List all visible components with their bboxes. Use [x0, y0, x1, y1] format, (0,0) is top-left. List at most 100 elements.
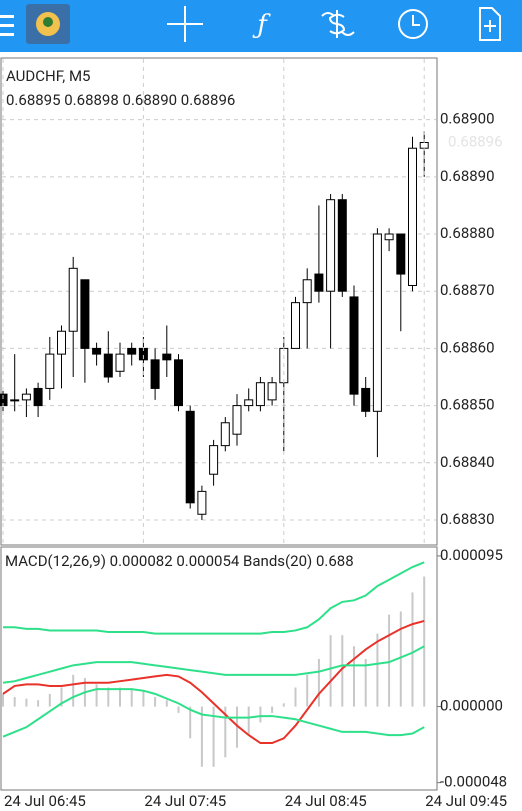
- x-tick-label: 24 Jul 08:45: [285, 792, 367, 810]
- candle-body: [396, 233, 406, 275]
- toolbar: [0, 0, 522, 52]
- candle-body: [115, 353, 125, 372]
- candle-body: [361, 387, 371, 412]
- macd-bar: [423, 576, 426, 707]
- y-tick-label: 0.68880: [440, 224, 495, 242]
- macd-bar: [236, 706, 238, 748]
- macd-bar: [353, 646, 355, 707]
- macd-bar: [142, 690, 145, 707]
- last-price-label: 0.68896: [448, 132, 503, 150]
- macd-bar: [247, 706, 250, 736]
- macd-bar: [165, 700, 168, 707]
- candle-body: [291, 302, 300, 349]
- y-tick-label: 0.68900: [440, 110, 495, 128]
- candle-body: [45, 353, 55, 389]
- macd-bar: [341, 635, 344, 707]
- candle-body: [57, 330, 66, 355]
- macd-bar: [388, 614, 391, 707]
- y-tick-label: 0.68860: [440, 338, 495, 356]
- macd-bar: [72, 674, 75, 707]
- candle-body: [326, 199, 336, 292]
- y-tick-label: 0.68870: [440, 281, 495, 299]
- candle-body: [174, 359, 183, 407]
- candle-body: [337, 199, 347, 292]
- y-tick-label: 0.68850: [440, 396, 495, 414]
- indicator-line: [3, 561, 425, 635]
- candle-body: [21, 393, 31, 401]
- candle-body: [220, 422, 230, 447]
- candle-body: [255, 382, 265, 407]
- app-icon[interactable]: [26, 4, 70, 44]
- macd-bar: [271, 706, 274, 713]
- candle-body: [103, 353, 113, 378]
- indicator-line: [2, 645, 425, 684]
- macd-bar: [13, 697, 16, 707]
- candle-body: [92, 347, 102, 355]
- candle-body: [127, 347, 137, 355]
- candle-body: [384, 233, 394, 241]
- macd-bar: [317, 658, 320, 707]
- macd-bar: [306, 674, 309, 707]
- candle-body: [302, 279, 312, 304]
- macd-bar: [364, 658, 367, 707]
- new-order-icon[interactable]: [479, 7, 501, 41]
- candle-body: [68, 267, 78, 332]
- x-tick-label: 24 Jul 06:45: [4, 792, 86, 810]
- macd-bar: [60, 687, 63, 707]
- macd-bar: [212, 706, 215, 767]
- candle-body: [185, 410, 195, 504]
- macd-bar: [224, 706, 227, 758]
- macd-panel: [0, 546, 438, 791]
- candle-body: [408, 147, 417, 286]
- y-tick-label: 0.68890: [440, 167, 495, 185]
- candle-body: [314, 273, 324, 292]
- symbol-title: AUDCHF, M5: [6, 67, 90, 85]
- candle-body: [33, 387, 43, 407]
- macd-bar: [200, 706, 203, 767]
- y-tick-label: 0.68830: [440, 510, 495, 528]
- macd-bar: [259, 706, 262, 723]
- candle-body: [162, 353, 172, 361]
- macd-bar: [107, 687, 110, 707]
- candle-body: [80, 279, 90, 349]
- indicator-icon[interactable]: ƒ: [252, 10, 271, 40]
- macd-bar: [399, 611, 402, 707]
- y-tick-label: 0.000000: [440, 697, 503, 715]
- macd-bar: [411, 592, 414, 707]
- crosshair-icon[interactable]: [167, 6, 203, 42]
- y-tick-label: -0.000048: [440, 773, 507, 791]
- ohlc-readout: 0.68895 0.68898 0.68890 0.68896: [6, 91, 235, 109]
- price-panel: [0, 57, 438, 546]
- indicator-line: [2, 688, 425, 738]
- macd-bar: [37, 700, 40, 707]
- trade-icon[interactable]: [321, 10, 355, 38]
- candle-body: [372, 233, 382, 412]
- macd-bar: [376, 633, 379, 707]
- x-tick-label: 24 Jul 07:45: [144, 792, 226, 810]
- indicator-line: [2, 619, 425, 745]
- y-tick-label: 0.000095: [440, 546, 503, 564]
- macd-bar: [130, 689, 133, 707]
- candle-body: [10, 399, 20, 402]
- macd-bar: [95, 684, 98, 707]
- macd-bar: [154, 697, 157, 707]
- y-tick-label: 0.68840: [440, 453, 495, 471]
- macd-bar: [189, 706, 192, 739]
- macd-bar: [25, 698, 28, 707]
- menu-icon[interactable]: [0, 15, 14, 36]
- macd-bar: [282, 703, 285, 707]
- macd-bar: [119, 687, 121, 707]
- history-icon[interactable]: [398, 9, 428, 39]
- macd-bar: [329, 635, 332, 707]
- candle-body: [232, 405, 242, 435]
- candle-body: [209, 445, 219, 475]
- x-tick-label: 24 Jul 09:45: [425, 792, 507, 810]
- macd-bar: [2, 693, 4, 707]
- macd-title: MACD(12,26,9) 0.000082 0.000054 Bands(20…: [5, 552, 354, 570]
- candle-body: [150, 359, 160, 389]
- candle-body: [197, 490, 207, 515]
- macd-bar: [294, 687, 297, 707]
- candle-body: [267, 382, 277, 401]
